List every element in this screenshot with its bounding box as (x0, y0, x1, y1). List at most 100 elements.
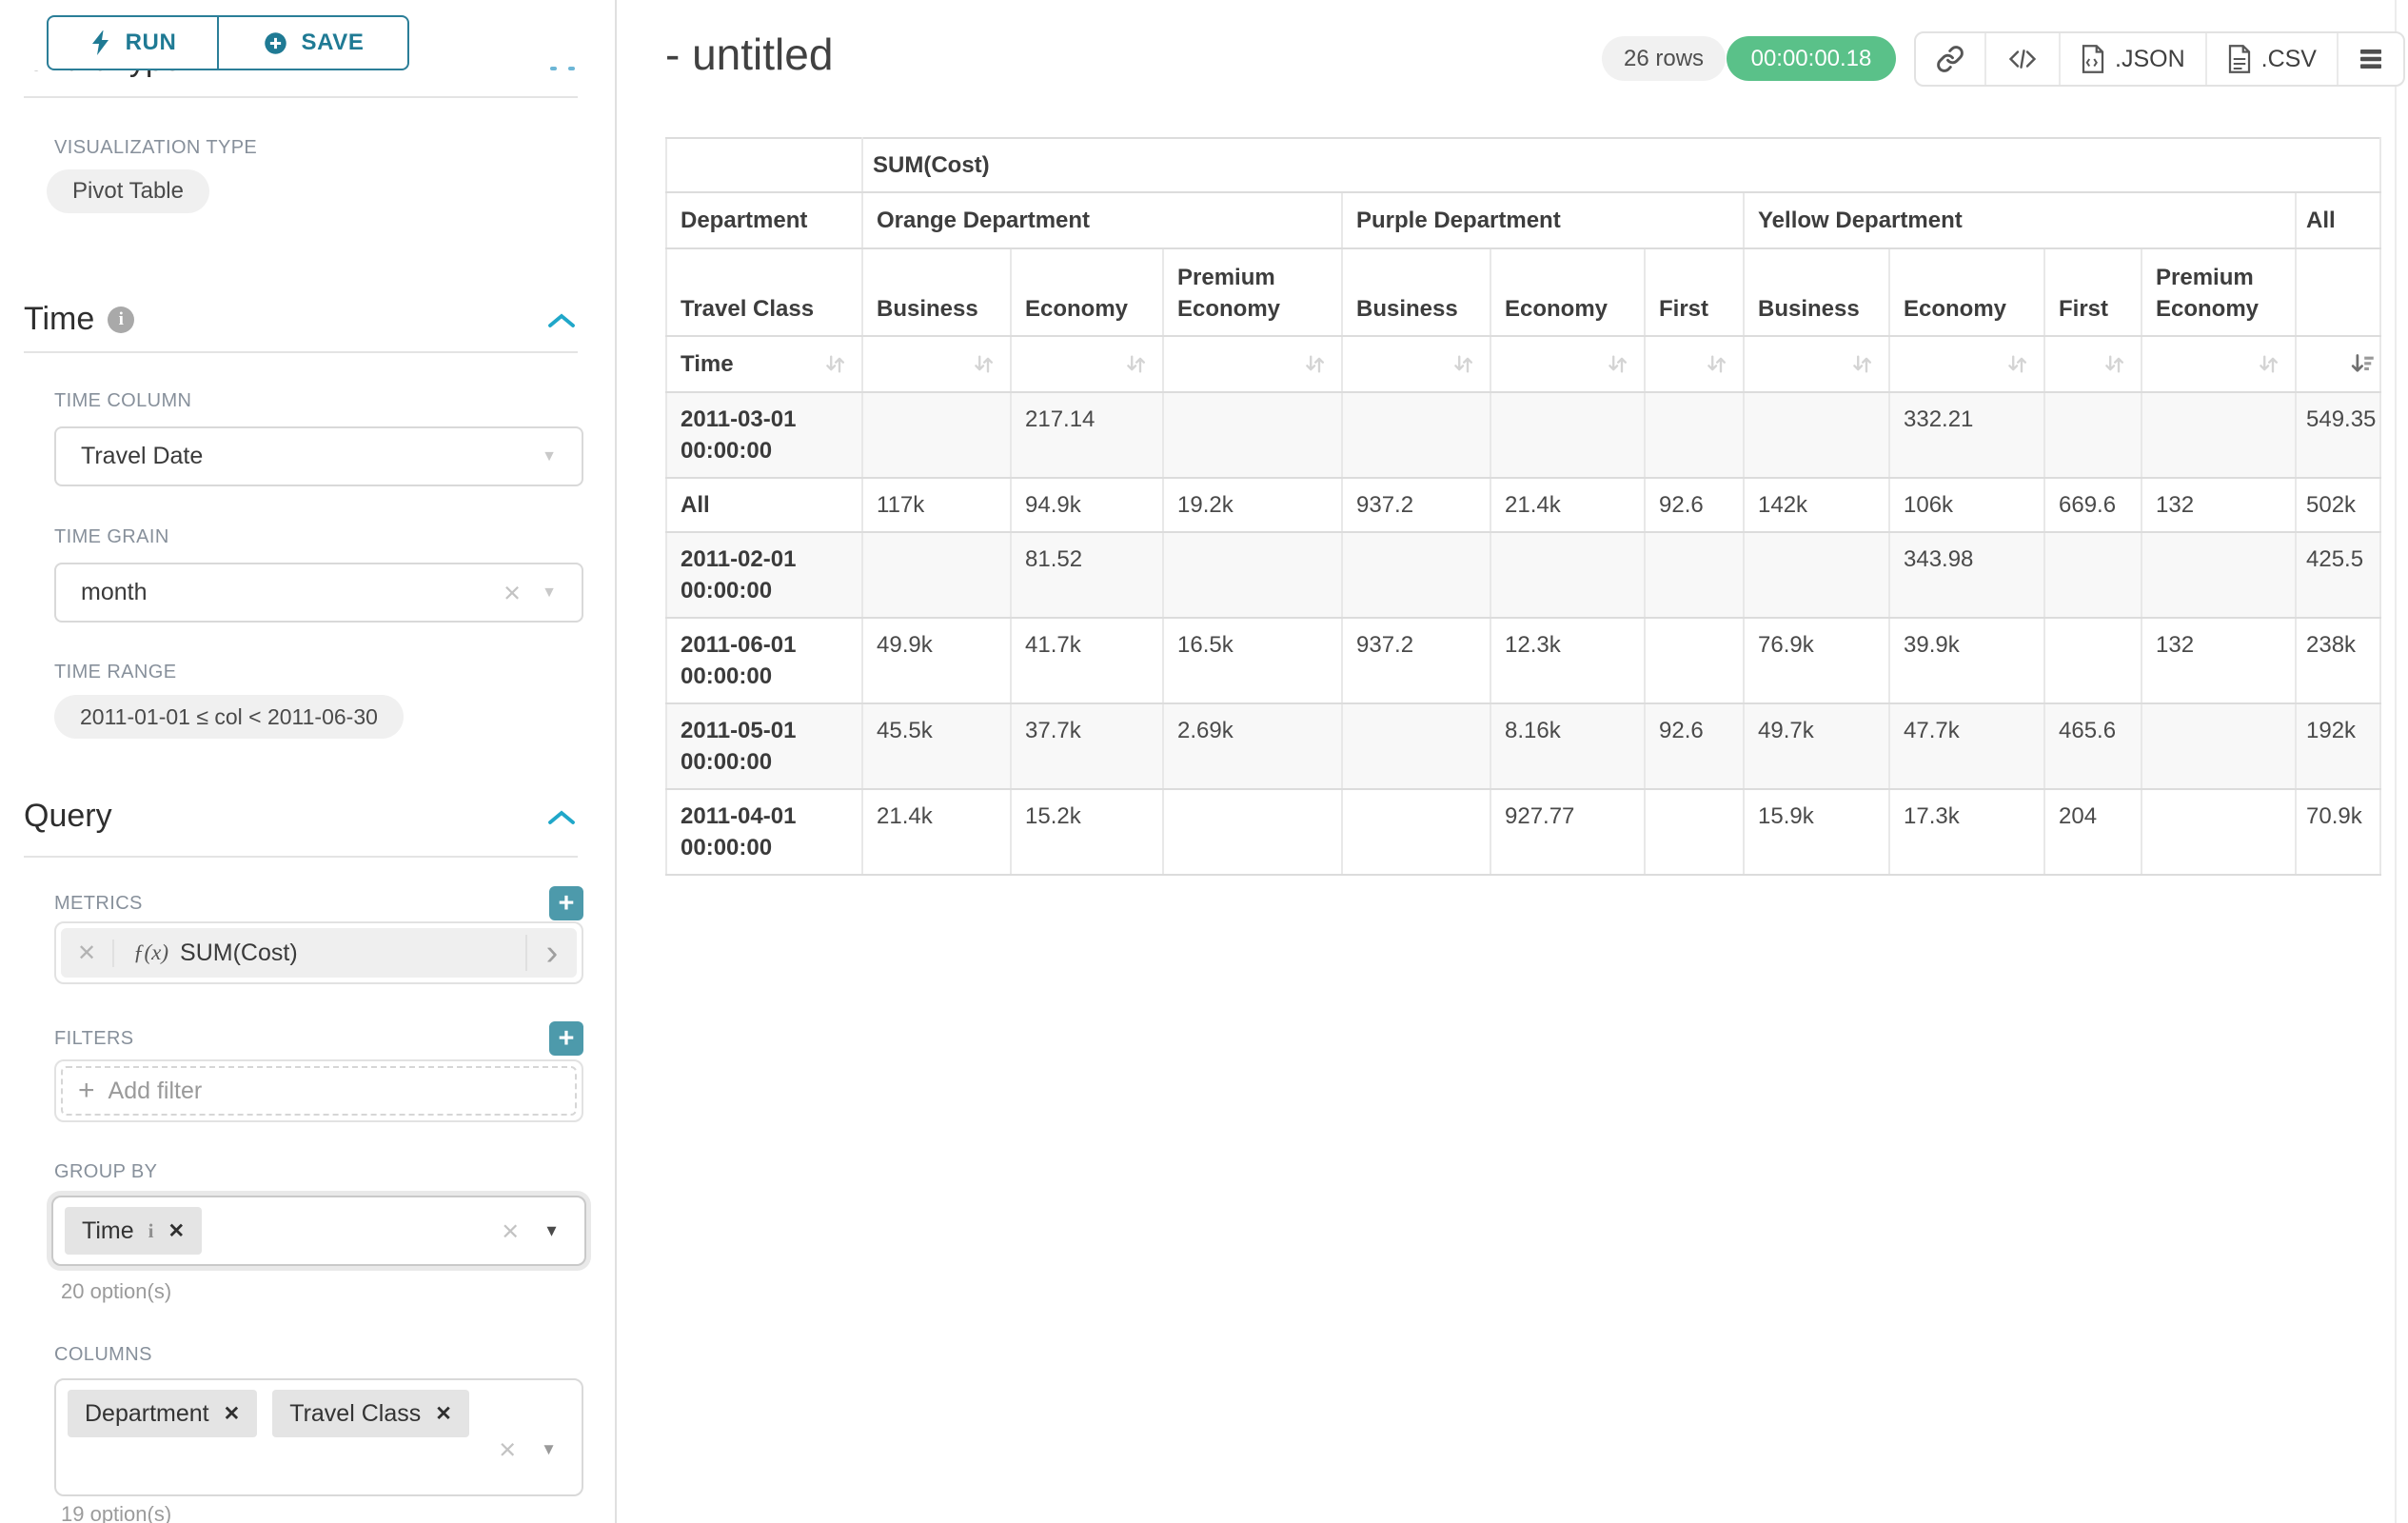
columns-options-hint: 19 option(s) (61, 1502, 172, 1523)
info-icon[interactable]: i (108, 306, 135, 333)
columns-chip[interactable]: Department ✕ (68, 1390, 258, 1437)
json-file-icon (2082, 45, 2104, 73)
remove-metric-icon[interactable]: ✕ (61, 939, 114, 967)
caret-down-icon[interactable]: ▼ (543, 1221, 560, 1239)
pivot-value-cell (1644, 617, 1745, 704)
time-range-label: TIME RANGE (54, 662, 177, 682)
pivot-sort-header[interactable] (2294, 335, 2382, 393)
pivot-travel-class-header: Premium Economy (2141, 247, 2297, 337)
pivot-value-cell: 21.4k (1490, 477, 1646, 533)
pivot-sort-header[interactable] (1010, 335, 1164, 393)
caret-down-icon[interactable]: ▼ (542, 583, 557, 601)
visualization-type-pill[interactable]: Pivot Table (47, 169, 209, 213)
save-button[interactable]: SAVE (218, 15, 409, 70)
pivot-value-cell (1743, 531, 1890, 619)
time-column-select[interactable]: Travel Date ▼ (54, 426, 583, 486)
pivot-value-cell: 217.14 (1010, 391, 1164, 479)
collapse-time-chevron-up-icon[interactable] (546, 311, 577, 330)
group-by-options-hint: 20 option(s) (61, 1279, 172, 1303)
sort-icon (975, 355, 994, 373)
copy-link-button[interactable] (1916, 33, 1984, 85)
pivot-sort-header[interactable] (861, 335, 1012, 393)
pivot-value-cell: 39.9k (1888, 617, 2045, 704)
info-icon[interactable]: i (148, 1218, 154, 1242)
metric-chip[interactable]: ✕ ƒ(x) SUM(Cost) › (61, 928, 577, 978)
pivot-sort-header[interactable] (1644, 335, 1745, 393)
pivot-value-cell: 15.2k (1010, 788, 1164, 876)
pivot-value-cell: 927.77 (1490, 788, 1646, 876)
filters-control: + Add filter (54, 1059, 583, 1122)
pivot-value-cell: 37.7k (1010, 702, 1164, 790)
time-column-label: TIME COLUMN (54, 390, 192, 411)
add-filter-button[interactable]: + (549, 1021, 583, 1056)
pivot-sort-header[interactable] (1341, 335, 1491, 393)
remove-chip-icon[interactable]: ✕ (223, 1402, 241, 1425)
remove-chip-icon[interactable]: ✕ (168, 1219, 186, 1242)
pivot-row-label: 2011-04-01 00:00:00 (665, 788, 863, 876)
add-filter-dropzone[interactable]: + Add filter (61, 1066, 577, 1116)
pivot-value-cell: 502k (2294, 477, 2382, 533)
pivot-table-row: All 117k 94.9k 19.2k 937.2 21.4k 92.6 142k 106k 6… (665, 477, 2382, 533)
pivot-value-cell: 106k (1888, 477, 2045, 533)
metric-body[interactable]: ƒ(x) SUM(Cost) (114, 940, 525, 967)
pivot-value-cell (1341, 788, 1491, 876)
metrics-label: METRICS (54, 893, 143, 914)
pivot-row-label: 2011-03-01 00:00:00 (665, 391, 863, 479)
pivot-value-cell (861, 391, 1012, 479)
sort-icon (1707, 355, 1727, 373)
pivot-sort-header[interactable] (1743, 335, 1890, 393)
pivot-value-cell (1743, 391, 1890, 479)
pivot-table-container: SUM(Cost) Department Orange Department Purp… (665, 137, 2382, 876)
pivot-travel-class-header: Economy (1010, 247, 1164, 337)
pivot-sort-header[interactable] (1490, 335, 1646, 393)
pivot-value-cell: 12.3k (1490, 617, 1646, 704)
menu-button[interactable] (2336, 33, 2403, 85)
pivot-column-dimension-label: Department (665, 191, 863, 249)
group-by-chip[interactable]: Time i ✕ (65, 1207, 203, 1255)
chip-label: Travel Class (289, 1399, 422, 1427)
group-by-select[interactable]: Time i ✕ × ▼ (51, 1196, 586, 1266)
export-json-button[interactable]: .JSON (2059, 33, 2205, 85)
caret-down-icon[interactable]: ▼ (541, 1439, 557, 1458)
query-section-heading: Query (24, 798, 112, 834)
pivot-sort-header[interactable] (1888, 335, 2045, 393)
sort-icon (1306, 355, 1325, 373)
time-grain-select[interactable]: month × ▼ (54, 563, 583, 623)
pivot-corner-cell (665, 137, 863, 193)
pivot-sort-header[interactable] (2043, 335, 2142, 393)
pivot-value-cell: 238k (2294, 617, 2382, 704)
pivot-value-cell: 49.9k (861, 617, 1012, 704)
query-timer-badge: 00:00:00.18 (1727, 36, 1896, 81)
chart-title[interactable]: - untitled (665, 30, 834, 79)
view-query-button[interactable] (1984, 33, 2059, 85)
export-csv-button[interactable]: .CSV (2204, 33, 2337, 85)
pivot-value-cell (2043, 391, 2142, 479)
pivot-row-dimension-sort-header[interactable]: Time (665, 335, 863, 393)
chart-panel: - untitled 26 rows 00:00:00.18 .JSON (617, 0, 2408, 1523)
sort-icon (1454, 355, 1473, 373)
pivot-value-cell: 47.7k (1888, 702, 2045, 790)
time-section-heading: Time i (24, 301, 135, 338)
caret-down-icon[interactable]: ▼ (542, 447, 557, 465)
time-range-pill[interactable]: 2011-01-01 ≤ col < 2011-06-30 (54, 695, 404, 739)
pivot-value-cell: 17.3k (1888, 788, 2045, 876)
run-button[interactable]: RUN (47, 15, 218, 70)
columns-chip[interactable]: Travel Class ✕ (272, 1390, 469, 1437)
pivot-department-header: Purple Department (1341, 191, 1745, 249)
remove-chip-icon[interactable]: ✕ (435, 1402, 452, 1425)
pivot-value-cell (1644, 788, 1745, 876)
pivot-value-cell: 117k (861, 477, 1012, 533)
columns-select[interactable]: Department ✕ Travel Class ✕ × ▼ (54, 1378, 583, 1496)
sort-icon (1853, 355, 1872, 373)
pivot-travel-class-header: Business (1743, 247, 1890, 337)
add-metric-button[interactable]: + (549, 886, 583, 920)
expand-metric-chevron-icon[interactable]: › (525, 935, 577, 971)
hamburger-icon (2359, 49, 2381, 69)
clear-icon[interactable]: × (503, 576, 522, 609)
clear-icon[interactable]: × (502, 1214, 520, 1248)
pivot-sort-header[interactable] (2141, 335, 2297, 393)
columns-label: COLUMNS (54, 1344, 152, 1365)
pivot-sort-header[interactable] (1162, 335, 1343, 393)
collapse-query-chevron-up-icon[interactable] (546, 808, 577, 827)
clear-icon[interactable]: × (499, 1433, 517, 1466)
